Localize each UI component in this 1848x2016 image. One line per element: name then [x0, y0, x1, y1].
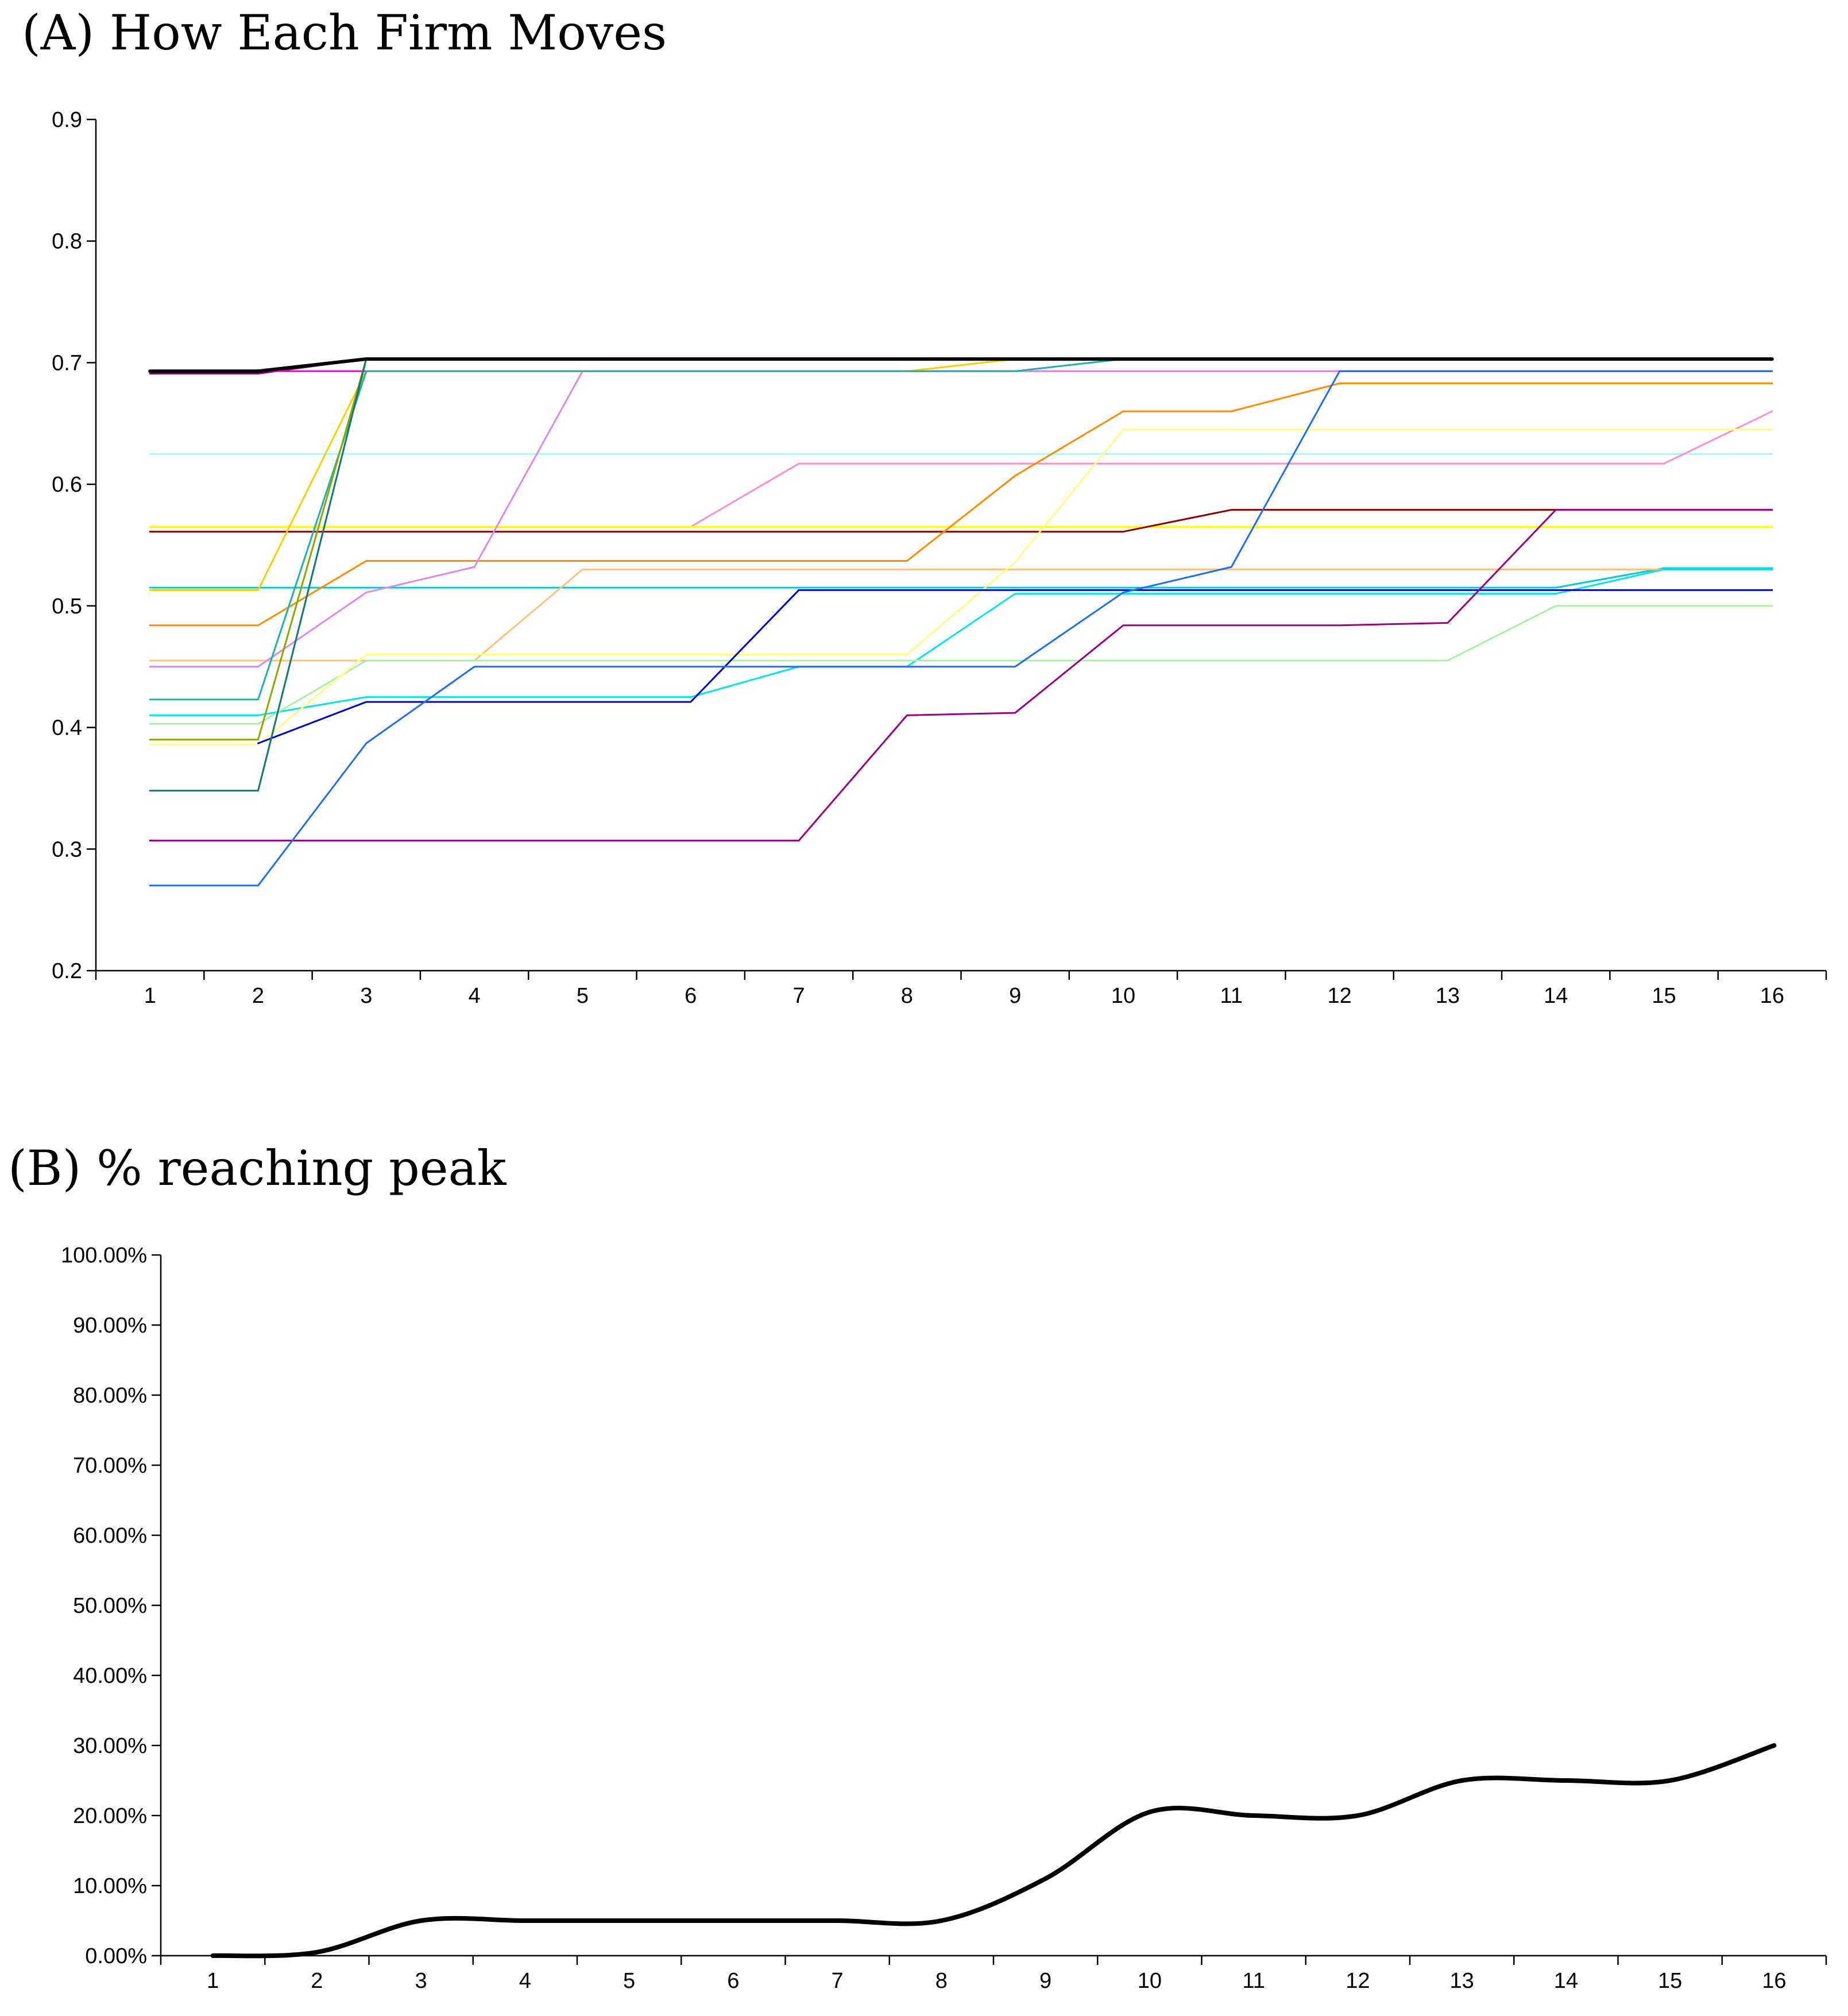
y-tick-label: 70.00%	[73, 1454, 147, 1478]
x-tick-label: 8	[901, 984, 913, 1008]
x-tick-label: 12	[1327, 984, 1351, 1008]
y-tick-label: 0.8	[52, 230, 82, 254]
y-tick-label: 90.00%	[73, 1314, 147, 1338]
x-tick-label: 4	[519, 1969, 531, 1993]
y-tick-label: 0.2	[52, 959, 82, 983]
series-line-a-20	[148, 357, 1774, 373]
x-tick-label: 6	[685, 984, 697, 1008]
series-line-a-5	[149, 509, 1773, 533]
chart-a-title: (A) How Each Firm Moves	[22, 5, 667, 61]
x-tick-label: 6	[727, 1969, 739, 1993]
x-tick-label: 1	[207, 1969, 219, 1993]
x-tick-label: 5	[577, 984, 589, 1008]
x-tick-label: 4	[469, 984, 481, 1008]
y-tick-label: 0.7	[52, 351, 82, 375]
x-tick-label: 14	[1544, 984, 1568, 1008]
chart-b-title: (B) % reaching peak	[8, 1140, 507, 1196]
x-tick-label: 12	[1346, 1969, 1370, 1993]
series-line-a-15	[149, 428, 1773, 746]
x-tick-label: 11	[1242, 1969, 1265, 1993]
y-tick-label: 20.00%	[73, 1804, 147, 1828]
x-tick-label: 10	[1111, 984, 1135, 1008]
x-tick-label: 13	[1436, 984, 1460, 1008]
x-tick-label: 8	[935, 1969, 948, 1993]
x-tick-label: 3	[360, 984, 372, 1008]
series-line-a-12	[149, 568, 1773, 716]
series-line-a-19	[149, 370, 1773, 887]
series-line-a-13	[149, 605, 1773, 725]
x-tick-label: 16	[1760, 984, 1784, 1008]
x-tick-label: 13	[1449, 1969, 1474, 1993]
x-tick-label: 1	[144, 984, 156, 1008]
x-tick-label: 7	[792, 984, 805, 1008]
x-tick-label: 3	[415, 1969, 427, 1993]
series-line-a-16	[257, 589, 1773, 744]
y-tick-label: 0.4	[52, 716, 82, 740]
x-tick-label: 7	[832, 1969, 844, 1993]
y-tick-label: 80.00%	[73, 1384, 147, 1408]
y-tick-label: 10.00%	[73, 1874, 147, 1898]
y-tick-label: 40.00%	[73, 1664, 147, 1688]
y-tick-label: 0.00%	[85, 1944, 147, 1968]
series-line-b-0	[210, 1743, 1777, 1959]
y-tick-label: 0.3	[52, 837, 82, 862]
chart-a-firm-moves: 0.20.30.40.50.60.70.80.91 2 3 4 5 6 7 8 9 10 11 12 1…	[52, 108, 1827, 1008]
y-tick-label: 0.5	[52, 594, 82, 619]
y-tick-label: 0.9	[52, 108, 82, 132]
x-tick-label: 14	[1554, 1969, 1578, 1993]
series-line-a-18	[149, 509, 1773, 841]
x-tick-label: 9	[1039, 1969, 1051, 1993]
y-tick-label: 100.00%	[61, 1243, 147, 1268]
x-tick-label: 11	[1220, 984, 1243, 1008]
x-tick-label: 15	[1658, 1969, 1682, 1993]
series-line-a-8	[149, 382, 1773, 627]
y-tick-label: 60.00%	[73, 1524, 147, 1548]
x-tick-label: 15	[1652, 984, 1676, 1008]
x-tick-label: 9	[1009, 984, 1021, 1008]
x-tick-label: 16	[1762, 1969, 1786, 1993]
x-tick-label: 5	[623, 1969, 635, 1993]
y-tick-label: 50.00%	[73, 1594, 147, 1618]
y-tick-label: 0.6	[52, 473, 82, 497]
y-tick-label: 30.00%	[73, 1734, 147, 1758]
series-line-a-6	[149, 567, 1773, 589]
x-tick-label: 10	[1138, 1969, 1162, 1993]
x-tick-label: 2	[311, 1969, 323, 1993]
x-tick-label: 2	[252, 984, 264, 1008]
